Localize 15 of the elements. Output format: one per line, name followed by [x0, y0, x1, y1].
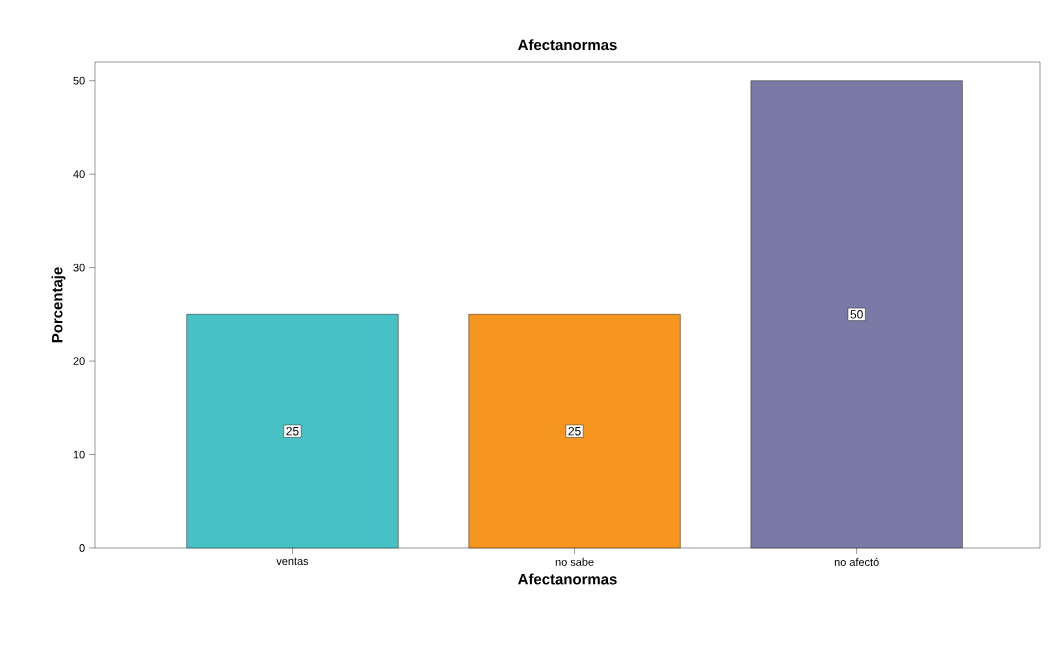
- data-label: 25: [568, 426, 581, 436]
- y-tick-label: 50: [73, 76, 85, 85]
- y-tick-label: 30: [73, 263, 85, 272]
- y-axis-title: Porcentaje: [51, 267, 66, 343]
- chart-title: Afectanormas: [518, 39, 617, 51]
- x-axis-title: Afectanormas: [518, 573, 617, 585]
- x-tick-label: no afectó: [834, 557, 879, 567]
- y-tick-label: 40: [73, 170, 85, 179]
- x-tick-label: ventas: [276, 557, 309, 566]
- y-tick-label: 10: [73, 450, 85, 459]
- data-label: 25: [286, 426, 299, 436]
- y-tick-label: 20: [73, 357, 85, 365]
- data-label: 50: [850, 310, 863, 319]
- x-tick-label: no sabe: [555, 557, 594, 566]
- y-tick-label: 0: [79, 544, 85, 552]
